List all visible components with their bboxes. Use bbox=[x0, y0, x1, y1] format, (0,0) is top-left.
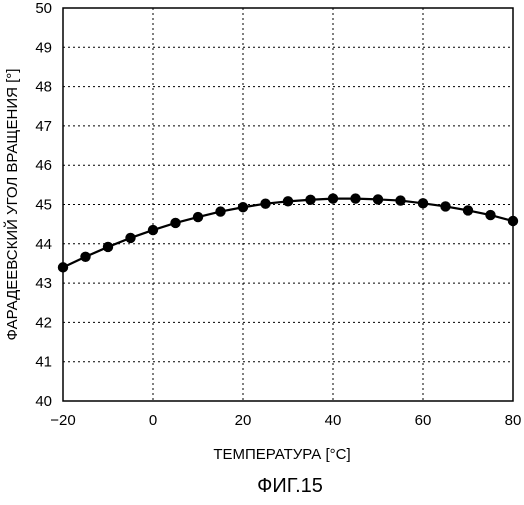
y-tick-label: 49 bbox=[35, 39, 52, 56]
y-axis-label: ФАРАДЕЕВСКИЙ УГОЛ ВРАЩЕНИЯ [°] bbox=[3, 69, 21, 341]
y-tick-label: 41 bbox=[35, 354, 52, 371]
y-tick-label: 42 bbox=[35, 314, 52, 331]
data-point bbox=[350, 193, 360, 203]
data-point bbox=[463, 205, 473, 215]
data-point bbox=[260, 199, 270, 209]
y-tick-label: 45 bbox=[35, 197, 52, 214]
data-point bbox=[328, 193, 338, 203]
y-tick-label: 48 bbox=[35, 79, 52, 96]
y-tick-label: 43 bbox=[35, 275, 52, 292]
x-tick-label: 60 bbox=[415, 412, 432, 429]
data-point bbox=[103, 242, 113, 252]
data-point bbox=[58, 262, 68, 272]
x-tick-label: 20 bbox=[235, 412, 252, 429]
data-point bbox=[305, 195, 315, 205]
data-point bbox=[508, 216, 518, 226]
x-tick-label: 40 bbox=[325, 412, 342, 429]
data-point bbox=[170, 218, 180, 228]
y-tick-label: 44 bbox=[35, 236, 52, 253]
figure-label: ФИГ.15 bbox=[257, 475, 323, 497]
x-tick-label: −20 bbox=[50, 412, 75, 429]
x-axis-label: ТЕМПЕРАТУРА [°C] bbox=[213, 446, 350, 463]
y-tick-label: 47 bbox=[35, 118, 52, 135]
x-tick-label: 0 bbox=[149, 412, 157, 429]
data-point bbox=[193, 212, 203, 222]
data-point bbox=[485, 210, 495, 220]
data-point bbox=[283, 196, 293, 206]
data-point bbox=[418, 198, 428, 208]
data-point bbox=[238, 202, 248, 212]
x-tick-label: 80 bbox=[505, 412, 522, 429]
data-point bbox=[148, 225, 158, 235]
data-point bbox=[395, 195, 405, 205]
axis-ticks: −20 0 20 40 60 80 40 41 42 43 44 45 46 47 48 49 50 bbox=[35, 0, 521, 429]
data-point bbox=[440, 201, 450, 211]
y-tick-label: 50 bbox=[35, 0, 52, 17]
data-point bbox=[80, 252, 90, 262]
data-point bbox=[215, 206, 225, 216]
data-point bbox=[125, 233, 135, 243]
data-point bbox=[373, 194, 383, 204]
data-series bbox=[58, 193, 518, 272]
y-tick-label: 40 bbox=[35, 393, 52, 410]
y-tick-label: 46 bbox=[35, 157, 52, 174]
